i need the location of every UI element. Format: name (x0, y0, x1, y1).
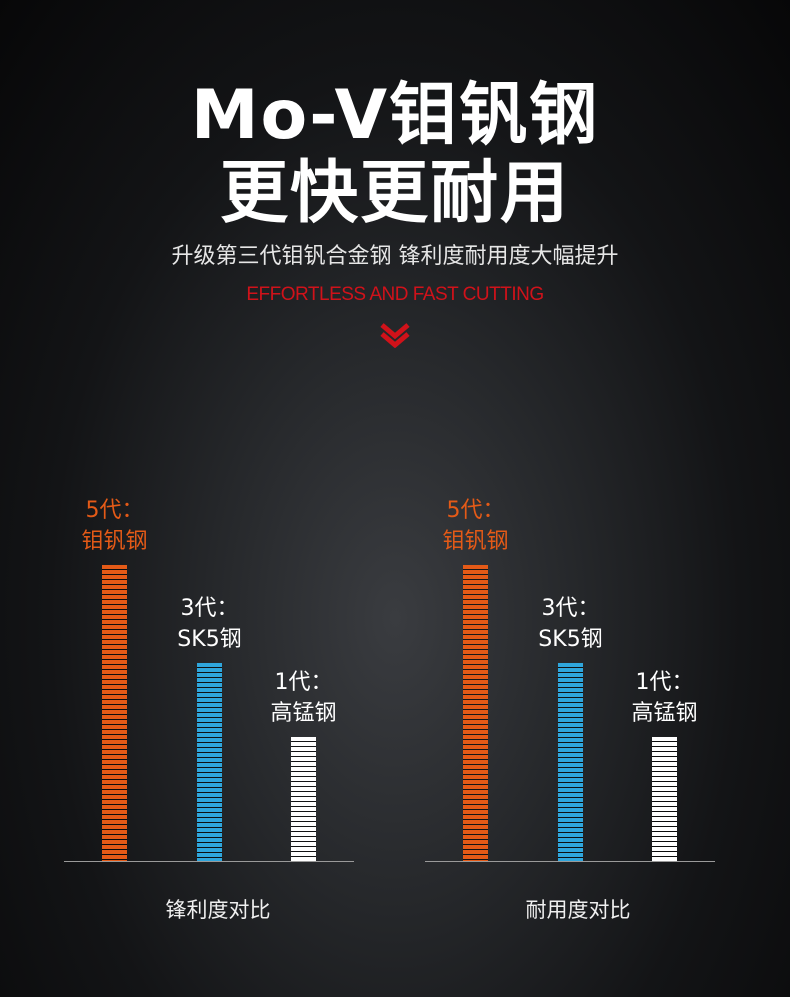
bar-label-gen1: 1代： 高锰钢 (605, 667, 725, 729)
bar-label-line1: 1代： (635, 670, 694, 695)
bar-label-line2: 钼钒钢 (81, 529, 148, 554)
double-chevron-down-icon (380, 323, 410, 348)
bar-gen5 (102, 565, 127, 861)
bar-label-line1: 1代： (274, 670, 333, 695)
bar-label-line2: SK5钢 (177, 627, 242, 652)
bar-label-gen1: 1代： 高锰钢 (244, 667, 364, 729)
bar-label-gen5: 5代： 钼钒钢 (416, 495, 536, 557)
bar-label-line1: 3代： (180, 596, 239, 621)
bar-gen1 (652, 737, 677, 861)
page-title-line-1: Mo-V钼钒钢 (190, 76, 600, 155)
bar-label-line2: 高锰钢 (270, 701, 337, 726)
bar-gen3 (197, 663, 222, 861)
bar-label-gen5: 5代： 钼钒钢 (55, 495, 175, 557)
chart-baseline (425, 861, 715, 862)
bar-label-gen3: 3代： SK5钢 (511, 593, 631, 655)
bar-label-line2: 高锰钢 (631, 701, 698, 726)
chart-caption: 耐用度对比 (525, 898, 631, 922)
bar-label-line1: 5代： (446, 498, 505, 523)
subtitle: 升级第三代钼钒合金钢 锋利度耐用度大幅提升 (171, 244, 619, 269)
bar-gen3 (558, 663, 583, 861)
bar-gen1 (291, 737, 316, 861)
tagline: EFFORTLESS AND FAST CUTTING (246, 284, 544, 305)
chart-caption: 锋利度对比 (165, 898, 271, 922)
chart-baseline (64, 861, 354, 862)
bar-label-gen3: 3代： SK5钢 (150, 593, 270, 655)
bar-label-line2: 钼钒钢 (442, 529, 509, 554)
bar-label-line1: 5代： (85, 498, 144, 523)
bar-label-line2: SK5钢 (538, 627, 603, 652)
bar-label-line1: 3代： (541, 596, 600, 621)
bar-gen5 (463, 565, 488, 861)
page-title-line-2: 更快更耐用 (219, 154, 570, 233)
